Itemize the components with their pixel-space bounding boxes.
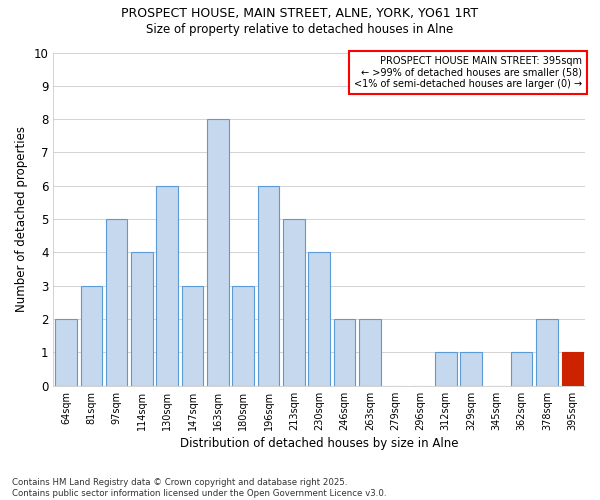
- Text: Size of property relative to detached houses in Alne: Size of property relative to detached ho…: [146, 22, 454, 36]
- Text: PROSPECT HOUSE, MAIN STREET, ALNE, YORK, YO61 1RT: PROSPECT HOUSE, MAIN STREET, ALNE, YORK,…: [121, 8, 479, 20]
- Bar: [182, 286, 203, 386]
- Bar: [258, 186, 279, 386]
- Bar: [308, 252, 330, 386]
- Bar: [207, 119, 229, 386]
- Bar: [460, 352, 482, 386]
- Bar: [435, 352, 457, 386]
- Bar: [536, 319, 558, 386]
- Bar: [55, 319, 77, 386]
- Bar: [562, 352, 583, 386]
- Bar: [283, 219, 305, 386]
- Text: PROSPECT HOUSE MAIN STREET: 395sqm
← >99% of detached houses are smaller (58)
<1: PROSPECT HOUSE MAIN STREET: 395sqm ← >99…: [354, 56, 583, 89]
- Bar: [131, 252, 152, 386]
- Bar: [80, 286, 102, 386]
- Bar: [232, 286, 254, 386]
- X-axis label: Distribution of detached houses by size in Alne: Distribution of detached houses by size …: [180, 437, 458, 450]
- Bar: [157, 186, 178, 386]
- Bar: [106, 219, 127, 386]
- Bar: [359, 319, 380, 386]
- Text: Contains HM Land Registry data © Crown copyright and database right 2025.
Contai: Contains HM Land Registry data © Crown c…: [12, 478, 386, 498]
- Bar: [334, 319, 355, 386]
- Y-axis label: Number of detached properties: Number of detached properties: [15, 126, 28, 312]
- Bar: [511, 352, 532, 386]
